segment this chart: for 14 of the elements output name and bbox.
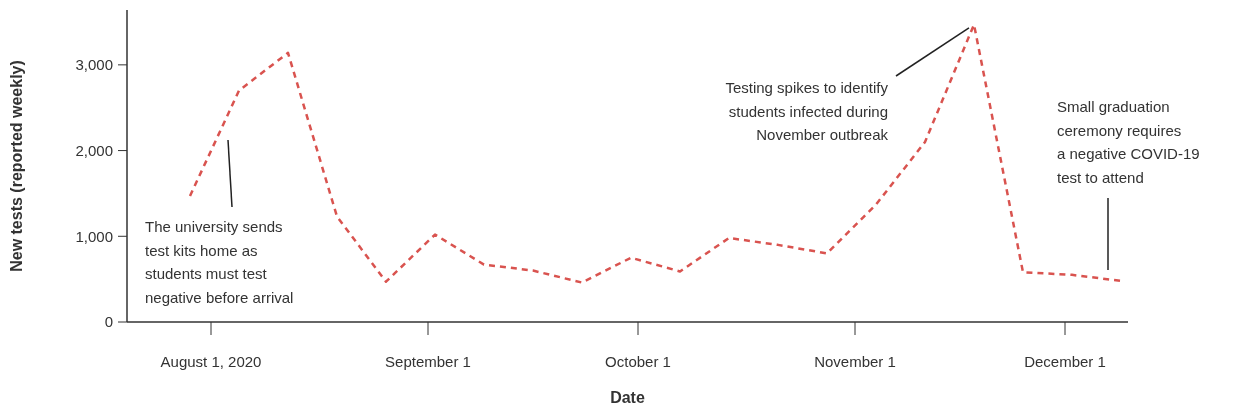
- x-tick-label: October 1: [605, 353, 671, 370]
- y-tick-label: 0: [104, 313, 113, 331]
- y-tick-label: 3,000: [75, 56, 113, 74]
- x-tick-label: August 1, 2020: [160, 353, 262, 370]
- y-tick-label: 1,000: [75, 227, 113, 245]
- y-tick-label: 2,000: [75, 141, 113, 159]
- annotation: Testing spikes to identify students infected during November outbreak: [725, 79, 889, 143]
- x-tick-label: December 1: [1024, 353, 1106, 370]
- annotation: Small graduation ceremony requires a negative COVID-19 test to attend: [1057, 98, 1200, 186]
- annotation: The university sends test kits home as students must test negative before arrival: [145, 218, 294, 306]
- x-tick-label: November 1: [814, 353, 896, 370]
- x-tick-label: September 1: [385, 353, 471, 370]
- x-axis-title: Date: [610, 389, 645, 406]
- y-axis-title: New tests (reported weekly): [8, 60, 25, 272]
